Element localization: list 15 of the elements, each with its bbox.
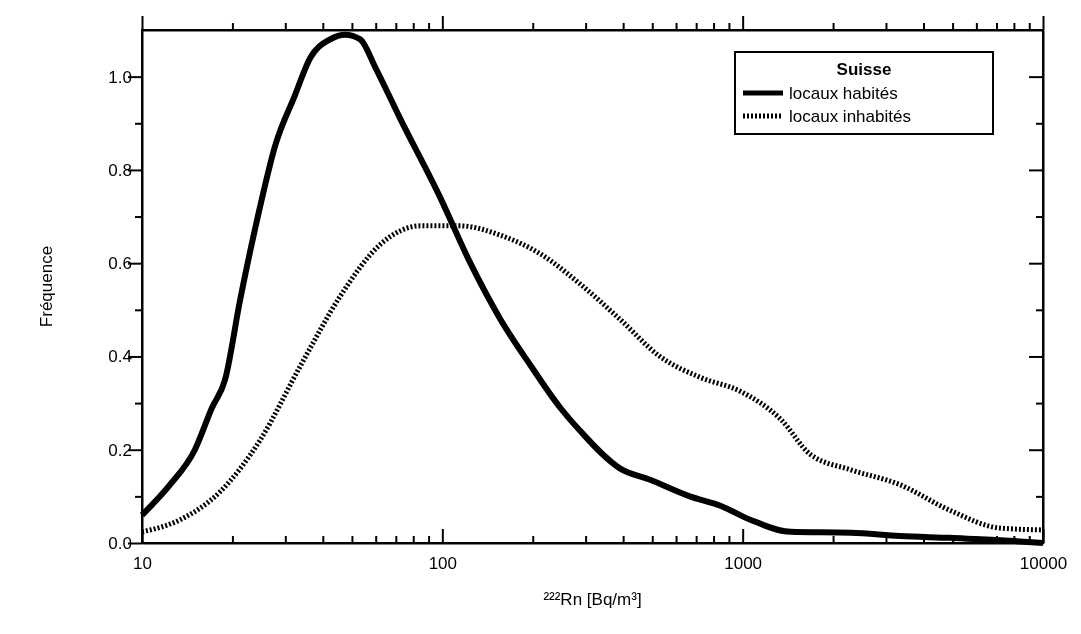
y-tick-label: 0.4: [108, 347, 132, 367]
x-tick-label: 10: [133, 554, 152, 574]
legend-label: locaux habités: [789, 84, 898, 103]
x-axis-title: ²²²Rn [Bq/m³]: [543, 590, 642, 609]
x-tick-label: 10000: [1019, 554, 1068, 574]
y-tick-label: 0.6: [108, 254, 132, 274]
x-tick-label: 1000: [724, 554, 763, 574]
y-axis-title: Fréquence: [37, 245, 56, 328]
legend-label: locaux inhabités: [789, 107, 911, 126]
legend-title: Suisse: [836, 60, 892, 79]
y-tick-label: 1.0: [108, 67, 132, 87]
y-tick-label: 0.8: [108, 160, 132, 180]
x-tick-label: 100: [428, 554, 458, 574]
y-tick-label: 0.2: [108, 440, 132, 460]
y-tick-label: 0.0: [108, 533, 132, 553]
